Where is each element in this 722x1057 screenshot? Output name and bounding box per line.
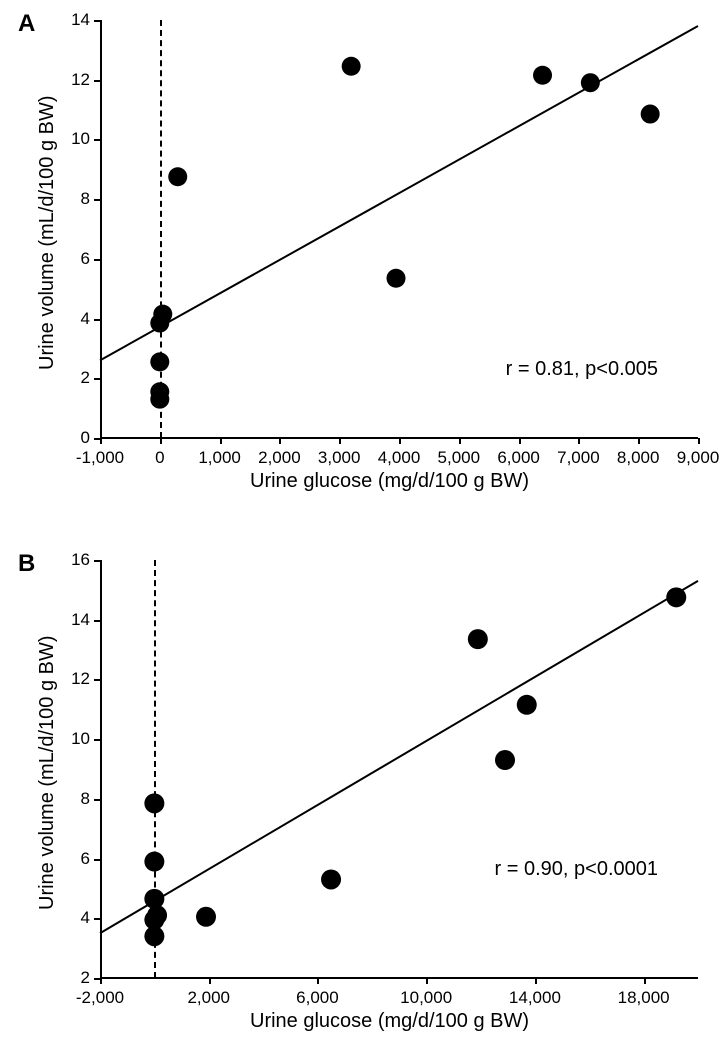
data-point (387, 269, 406, 288)
x-tick-label: 2,000 (258, 448, 301, 468)
x-tick-label: 7,000 (557, 448, 600, 468)
y-tick (94, 799, 100, 801)
figure: A r = 0.81, p<0.005 02468101214 -1,00001… (0, 0, 722, 1057)
x-tick (100, 978, 102, 984)
x-tick (698, 438, 700, 444)
x-tick (317, 978, 319, 984)
data-point (641, 105, 660, 124)
x-tick-label: 6,000 (497, 448, 540, 468)
data-point (517, 695, 537, 715)
data-point (495, 750, 515, 770)
data-point (144, 889, 164, 909)
x-tick-label: 2,000 (187, 988, 230, 1008)
x-tick-label: 1,000 (198, 448, 241, 468)
data-point (153, 305, 172, 324)
y-tick (94, 859, 100, 861)
x-tick-label: 10,000 (400, 988, 452, 1008)
data-point (666, 587, 686, 607)
y-tick-label: 12 (71, 669, 90, 689)
x-tick (578, 438, 580, 444)
x-tick (160, 438, 162, 444)
y-tick-label: 10 (71, 129, 90, 149)
y-tick (94, 139, 100, 141)
panel-a-label: A (18, 10, 35, 38)
y-tick (94, 20, 100, 22)
data-point (196, 907, 216, 927)
x-tick (339, 438, 341, 444)
y-tick-label: 4 (81, 908, 90, 928)
x-tick-label: 6,000 (296, 988, 339, 1008)
data-point (150, 352, 169, 371)
x-tick-label: -2,000 (76, 988, 124, 1008)
y-tick-label: 8 (81, 189, 90, 209)
x-tick (399, 438, 401, 444)
y-tick-label: 2 (81, 968, 90, 988)
x-tick-label: 8,000 (617, 448, 660, 468)
x-tick (209, 978, 211, 984)
x-tick-label: 18,000 (618, 988, 670, 1008)
x-tick-label: 14,000 (509, 988, 561, 1008)
x-tick-label: 5,000 (438, 448, 481, 468)
data-point (581, 73, 600, 92)
y-tick-label: 0 (81, 428, 90, 448)
panel-a-y-title: Urine volume (mL/d/100 g BW) (36, 95, 59, 370)
data-point (144, 793, 164, 813)
x-tick (638, 438, 640, 444)
data-point (533, 66, 552, 85)
y-tick (94, 259, 100, 261)
y-tick-label: 14 (71, 10, 90, 30)
y-tick-label: 12 (71, 70, 90, 90)
x-tick-label: 9,000 (677, 448, 720, 468)
x-tick (279, 438, 281, 444)
y-tick (94, 679, 100, 681)
y-tick-label: 8 (81, 789, 90, 809)
x-tick (459, 438, 461, 444)
panel-b: B r = 0.90, p<0.0001 2 4 6 8 10 12 14 16 -2,000… (0, 520, 722, 1057)
data-point (144, 852, 164, 872)
y-tick-label: 2 (81, 368, 90, 388)
panel-b-x-title: Urine glucose (mg/d/100 g BW) (250, 1010, 529, 1033)
panel-a: A r = 0.81, p<0.005 02468101214 -1,00001… (0, 0, 722, 520)
x-tick (100, 438, 102, 444)
y-tick (94, 378, 100, 380)
y-tick (94, 199, 100, 201)
y-tick-label: 4 (81, 309, 90, 329)
x-tick-label: 3,000 (318, 448, 361, 468)
data-point (168, 167, 187, 186)
x-tick (519, 438, 521, 444)
data-point (321, 869, 341, 889)
x-tick (220, 438, 222, 444)
panel-b-svg (100, 560, 698, 978)
panel-a-plot: r = 0.81, p<0.005 (100, 20, 698, 438)
panel-a-x-title: Urine glucose (mg/d/100 g BW) (250, 470, 529, 493)
y-tick-label: 16 (71, 550, 90, 570)
panel-b-plot: r = 0.90, p<0.0001 (100, 560, 698, 978)
x-tick (426, 978, 428, 984)
x-tick-label: 4,000 (378, 448, 421, 468)
y-tick (94, 560, 100, 562)
y-tick (94, 739, 100, 741)
y-tick (94, 918, 100, 920)
x-tick-label: 0 (155, 448, 164, 468)
y-tick (94, 80, 100, 82)
y-tick (94, 319, 100, 321)
data-point (150, 382, 169, 401)
regression-line (100, 26, 698, 360)
x-tick (535, 978, 537, 984)
panel-b-label: B (18, 550, 35, 578)
y-tick-label: 6 (81, 849, 90, 869)
panel-b-y-title: Urine volume (mL/d/100 g BW) (36, 635, 59, 910)
y-tick-label: 14 (71, 610, 90, 630)
data-point (342, 57, 361, 76)
x-tick-label: -1,000 (76, 448, 124, 468)
panel-b-stats: r = 0.90, p<0.0001 (495, 858, 658, 881)
y-tick-label: 10 (71, 729, 90, 749)
data-point (468, 629, 488, 649)
y-tick (94, 620, 100, 622)
x-tick (644, 978, 646, 984)
y-tick-label: 6 (81, 249, 90, 269)
panel-a-stats: r = 0.81, p<0.005 (506, 358, 658, 381)
